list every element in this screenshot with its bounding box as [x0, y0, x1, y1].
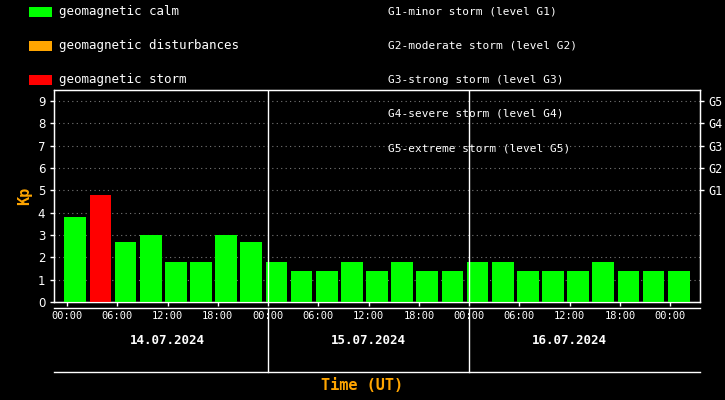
Bar [517, 271, 539, 302]
Bar [241, 242, 262, 302]
Bar [265, 262, 287, 302]
Bar [567, 271, 589, 302]
Bar [190, 262, 212, 302]
Text: G2-moderate storm (level G2): G2-moderate storm (level G2) [388, 41, 577, 51]
Bar [366, 271, 388, 302]
Text: G4-severe storm (level G4): G4-severe storm (level G4) [388, 109, 563, 119]
Bar [90, 195, 112, 302]
Text: G5-extreme storm (level G5): G5-extreme storm (level G5) [388, 143, 570, 153]
Bar [65, 217, 86, 302]
Bar [115, 242, 136, 302]
Text: geomagnetic disturbances: geomagnetic disturbances [59, 40, 239, 52]
Bar [341, 262, 362, 302]
Bar [492, 262, 513, 302]
Bar [392, 262, 413, 302]
Text: geomagnetic storm: geomagnetic storm [59, 74, 187, 86]
Text: G3-strong storm (level G3): G3-strong storm (level G3) [388, 75, 563, 85]
Text: 15.07.2024: 15.07.2024 [331, 334, 406, 346]
Bar [467, 262, 489, 302]
Bar [416, 271, 438, 302]
Text: Time (UT): Time (UT) [321, 378, 404, 393]
Text: 16.07.2024: 16.07.2024 [532, 334, 608, 346]
Bar [316, 271, 338, 302]
Bar [618, 271, 639, 302]
Bar [215, 235, 237, 302]
Text: G1-minor storm (level G1): G1-minor storm (level G1) [388, 7, 557, 17]
Text: 14.07.2024: 14.07.2024 [130, 334, 205, 346]
Bar [442, 271, 463, 302]
Bar [140, 235, 162, 302]
Bar [291, 271, 312, 302]
Text: geomagnetic calm: geomagnetic calm [59, 6, 180, 18]
Bar [542, 271, 564, 302]
Bar [592, 262, 614, 302]
Bar [165, 262, 187, 302]
Bar [642, 271, 664, 302]
Y-axis label: Kp: Kp [17, 187, 33, 205]
Bar [668, 271, 689, 302]
